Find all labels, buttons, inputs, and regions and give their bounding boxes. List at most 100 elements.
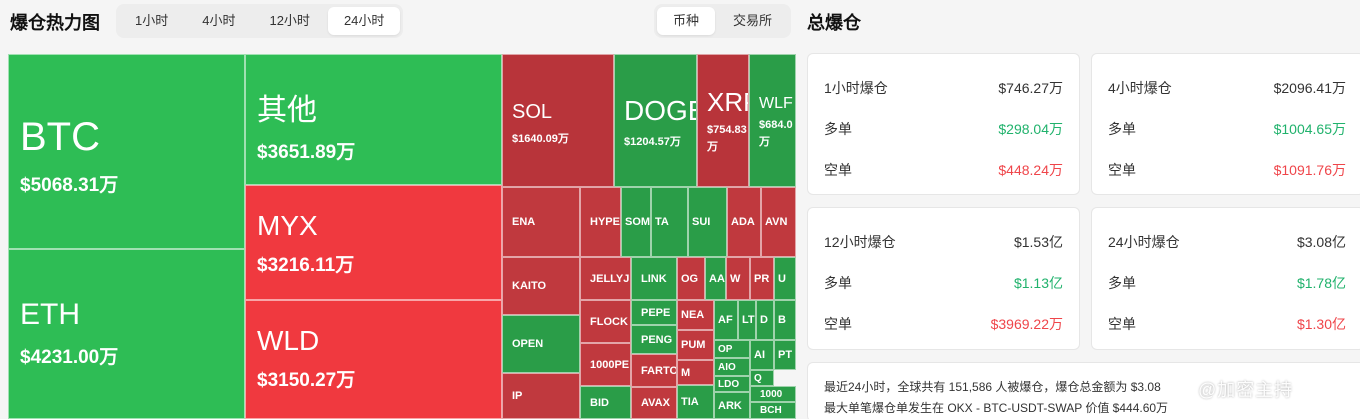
- tile-sui[interactable]: SUI: [688, 187, 727, 257]
- tile-name: KAITO: [512, 280, 547, 292]
- card-4h: 4小时爆仓 $2096.41万 多单 $1004.65万 空单 $1091.76万: [1091, 53, 1360, 195]
- tab-1h[interactable]: 1小时: [135, 13, 169, 28]
- tile-ldo[interactable]: LDO: [714, 376, 750, 392]
- tile-q[interactable]: Q: [750, 370, 774, 386]
- tile-name: LT: [742, 314, 755, 326]
- tile-pr[interactable]: PR: [750, 257, 774, 300]
- tile-pt[interactable]: PT: [774, 340, 796, 370]
- tile-open[interactable]: OPEN: [502, 315, 580, 373]
- tile-sol[interactable]: SOL $1640.09万: [502, 54, 614, 187]
- tile-avn[interactable]: AVN: [761, 187, 796, 257]
- tile-value: $3150.27万: [257, 370, 356, 391]
- tile-myx[interactable]: MYX $3216.11万: [245, 185, 502, 300]
- tile-lt[interactable]: LT: [738, 300, 756, 340]
- tile-name: NEA: [681, 309, 705, 321]
- long-label: 多单: [1108, 121, 1136, 137]
- tile-tia[interactable]: TIA: [677, 385, 714, 419]
- tile-farto[interactable]: FARTO: [631, 354, 677, 387]
- tile-name: AVAX: [641, 397, 670, 409]
- tile-name: ARK: [718, 399, 742, 412]
- tile-name: 1000: [760, 388, 783, 400]
- liquidation-note: 最近24小时，全球共有 151,586 人被爆仓，爆仓总金额为 $3.08 最大…: [807, 362, 1360, 419]
- tab-exchange[interactable]: 交易所: [733, 13, 773, 28]
- tile-avax[interactable]: AVAX: [631, 387, 677, 419]
- tile-name: LDO: [718, 378, 740, 390]
- card-long-value: $1.13亿: [1013, 275, 1063, 291]
- tile-name: OPEN: [512, 338, 544, 350]
- tile-nea[interactable]: NEA: [677, 300, 714, 330]
- tile-name: FARTO: [641, 364, 677, 377]
- tile-kaito[interactable]: KAITO: [502, 257, 580, 315]
- tile-ark[interactable]: ARK: [714, 392, 750, 419]
- tile-u[interactable]: U: [774, 257, 796, 300]
- tile-pepe[interactable]: PEPE: [631, 300, 677, 325]
- tile-name: XRP: [707, 87, 748, 117]
- card-total: $1.53亿: [1013, 234, 1063, 250]
- tab-4h[interactable]: 4小时: [202, 13, 236, 28]
- tile-name: ADA: [731, 216, 755, 228]
- card-12h: 12小时爆仓 $1.53亿 多单 $1.13亿 空单 $3969.22万: [807, 207, 1080, 350]
- tile-link[interactable]: LINK: [631, 257, 677, 300]
- tile-ip[interactable]: IP: [502, 373, 580, 419]
- short-label: 空单: [824, 316, 852, 332]
- tile-name: ETH: [20, 298, 80, 331]
- tile-af[interactable]: AF: [714, 300, 738, 340]
- tile-name: PUM: [681, 339, 706, 351]
- tile-name: PR: [754, 272, 770, 285]
- tile-m[interactable]: M: [677, 360, 714, 385]
- tile-ena[interactable]: ENA: [502, 187, 580, 257]
- tile-bch[interactable]: BCH: [750, 402, 796, 419]
- tile-wlf[interactable]: WLF $684.0万: [749, 54, 796, 187]
- time-range-tabs: 1小时 4小时 12小时 24小时: [116, 4, 404, 38]
- tab-12h[interactable]: 12小时: [269, 13, 310, 28]
- tile-jellyje[interactable]: JELLYJE: [580, 257, 631, 300]
- tile-aio[interactable]: AIO: [714, 358, 750, 376]
- watermark: @加密主持: [1198, 380, 1294, 400]
- tile-peng[interactable]: PENG: [631, 325, 677, 354]
- tile-value: $3216.11万: [257, 255, 355, 276]
- tile-name: SUI: [692, 216, 711, 228]
- long-label: 多单: [824, 275, 852, 291]
- card-short-value: $448.24万: [998, 162, 1063, 178]
- long-label: 多单: [824, 121, 852, 137]
- tile-1000[interactable]: 1000: [750, 386, 796, 402]
- tile-ada[interactable]: ADA: [727, 187, 761, 257]
- heatmap-title: 爆仓热力图: [10, 13, 100, 33]
- tile-doge[interactable]: DOGE $1204.57万: [614, 54, 697, 187]
- tile-og[interactable]: OG: [677, 257, 705, 300]
- short-label: 空单: [824, 162, 852, 178]
- card-long-value: $298.04万: [998, 121, 1063, 137]
- tile-somi[interactable]: SOMI: [621, 187, 651, 257]
- tile-pum[interactable]: PUM: [677, 330, 714, 360]
- tab-24h[interactable]: 24小时: [327, 7, 401, 35]
- tile-xrp[interactable]: XRP $754.83万: [697, 54, 749, 187]
- tile-bid[interactable]: BID: [580, 386, 631, 419]
- tile-ai[interactable]: AI: [750, 340, 774, 370]
- tile-others[interactable]: 其他 $3651.89万: [245, 54, 502, 185]
- tile-name: SOMI: [625, 216, 651, 228]
- card-long-value: $1.78亿: [1296, 275, 1346, 291]
- tile-name: B: [778, 314, 786, 326]
- tile-hype[interactable]: HYPE: [580, 187, 621, 257]
- tile-aa[interactable]: AA: [705, 257, 726, 300]
- tile-op[interactable]: OP: [714, 340, 750, 358]
- tab-coin[interactable]: 币种: [657, 7, 716, 35]
- tile-name: M: [681, 366, 691, 379]
- tile-ta[interactable]: TA: [651, 187, 688, 257]
- card-24h: 24小时爆仓 $3.08亿 多单 $1.78亿 空单 $1.30亿: [1091, 207, 1360, 350]
- tile-w[interactable]: W: [726, 257, 750, 300]
- tile-name: AIO: [718, 361, 736, 373]
- tile-flock[interactable]: FLOCK: [580, 300, 631, 343]
- tile-b[interactable]: B: [774, 300, 796, 340]
- tile-1000pe[interactable]: 1000PE: [580, 343, 631, 386]
- tile-name: OG: [681, 272, 699, 285]
- tile-wld[interactable]: WLD $3150.27万: [245, 300, 502, 419]
- tile-btc[interactable]: BTC $5068.31万: [8, 54, 245, 249]
- tile-name: 1000PE: [590, 358, 630, 371]
- short-label: 空单: [1108, 162, 1136, 178]
- tile-d[interactable]: D: [756, 300, 774, 340]
- tile-eth[interactable]: ETH $4231.00万: [8, 249, 245, 419]
- tile-name: U: [778, 272, 786, 285]
- tile-name: 其他: [257, 94, 317, 127]
- card-total: $3.08亿: [1296, 234, 1346, 250]
